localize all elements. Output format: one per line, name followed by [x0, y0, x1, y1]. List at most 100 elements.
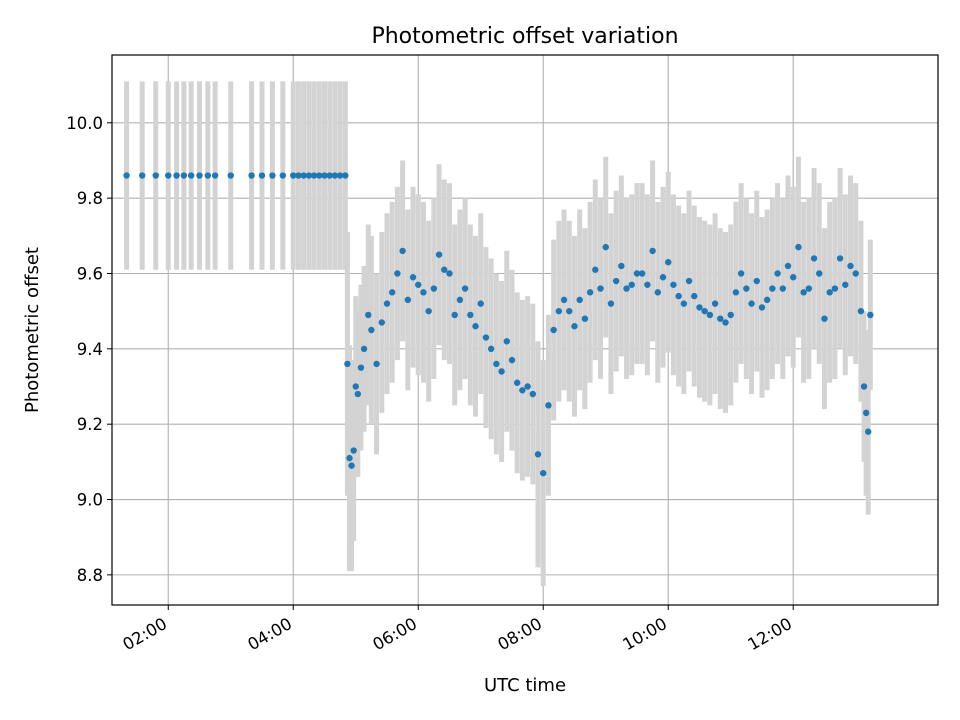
- data-point: [857, 307, 865, 315]
- data-point: [560, 296, 568, 304]
- y-tick-label: 8.8: [77, 566, 103, 585]
- data-point: [706, 311, 714, 319]
- data-point: [383, 300, 391, 307]
- data-point: [295, 172, 302, 179]
- data-point: [743, 285, 750, 292]
- data-point: [310, 172, 318, 179]
- data-points: [123, 172, 874, 477]
- data-point: [821, 315, 828, 322]
- data-point: [348, 462, 355, 469]
- data-point: [321, 172, 328, 179]
- data-point: [566, 307, 573, 315]
- data-point: [779, 285, 786, 292]
- data-point: [644, 281, 651, 288]
- data-point: [865, 428, 872, 435]
- data-point: [581, 315, 589, 322]
- data-point: [300, 172, 307, 179]
- x-axis-label: UTC time: [484, 675, 566, 696]
- data-point: [472, 323, 479, 330]
- data-point: [139, 172, 146, 179]
- y-tick-label: 10.0: [66, 114, 103, 133]
- data-point: [305, 172, 313, 179]
- data-point: [540, 469, 547, 477]
- data-point: [336, 172, 344, 179]
- data-point: [152, 172, 159, 179]
- data-point: [795, 243, 802, 251]
- data-point: [592, 266, 599, 273]
- data-point: [727, 311, 734, 319]
- data-point: [326, 172, 333, 179]
- data-point: [753, 277, 760, 285]
- data-point: [258, 172, 266, 179]
- data-point: [352, 383, 359, 390]
- y-tick-label: 9.0: [77, 491, 103, 510]
- data-point: [860, 383, 868, 390]
- data-point: [394, 270, 401, 277]
- data-point: [633, 270, 641, 277]
- data-point: [816, 270, 823, 277]
- data-point: [550, 326, 557, 334]
- data-point: [571, 323, 578, 330]
- data-point: [586, 289, 594, 296]
- data-point: [441, 266, 448, 273]
- data-point: [867, 311, 874, 319]
- data-point: [415, 281, 422, 288]
- data-point: [430, 285, 438, 292]
- data-point: [665, 258, 672, 266]
- data-point: [612, 277, 620, 285]
- data-point: [165, 172, 172, 179]
- data-point: [862, 409, 870, 417]
- data-point: [290, 172, 297, 179]
- data-point: [576, 296, 583, 304]
- data-point: [675, 292, 682, 300]
- data-point: [467, 311, 474, 319]
- data-point: [842, 281, 849, 288]
- data-point: [446, 270, 453, 277]
- data-point: [732, 289, 740, 296]
- data-point: [784, 262, 792, 270]
- y-axis-label: Photometric offset: [22, 247, 43, 413]
- data-point: [529, 390, 537, 398]
- plot-area: [111, 54, 939, 606]
- data-point: [831, 285, 839, 292]
- data-point: [659, 274, 667, 281]
- data-point: [350, 447, 357, 454]
- data-point: [513, 379, 521, 386]
- data-point: [826, 289, 833, 296]
- data-point: [852, 270, 859, 277]
- data-point: [373, 360, 380, 368]
- data-point: [487, 345, 495, 353]
- data-point: [758, 304, 766, 311]
- data-point: [331, 172, 339, 179]
- data-point: [269, 172, 276, 179]
- data-point: [685, 277, 693, 285]
- data-point: [477, 300, 484, 307]
- data-point: [435, 251, 443, 258]
- data-point: [722, 319, 729, 326]
- data-point: [451, 311, 458, 319]
- chart-title: Photometric offset variation: [371, 24, 678, 49]
- data-point: [399, 247, 406, 255]
- data-point: [524, 383, 531, 390]
- data-point: [696, 304, 703, 311]
- data-point: [368, 326, 375, 334]
- data-point: [769, 285, 776, 292]
- y-tick-label: 9.4: [77, 340, 103, 359]
- data-point: [836, 255, 844, 262]
- data-point: [344, 360, 351, 368]
- data-point: [607, 300, 615, 307]
- data-point: [508, 356, 516, 364]
- data-point: [279, 172, 287, 179]
- data-point: [248, 172, 255, 179]
- data-point: [534, 451, 542, 458]
- data-point: [316, 172, 323, 179]
- data-point: [628, 281, 635, 288]
- data-point: [519, 387, 526, 394]
- data-point: [482, 334, 490, 341]
- data-point: [503, 338, 510, 345]
- data-point: [545, 402, 552, 409]
- y-tick-label: 9.8: [77, 189, 103, 208]
- data-point: [346, 454, 353, 462]
- data-point: [774, 270, 781, 277]
